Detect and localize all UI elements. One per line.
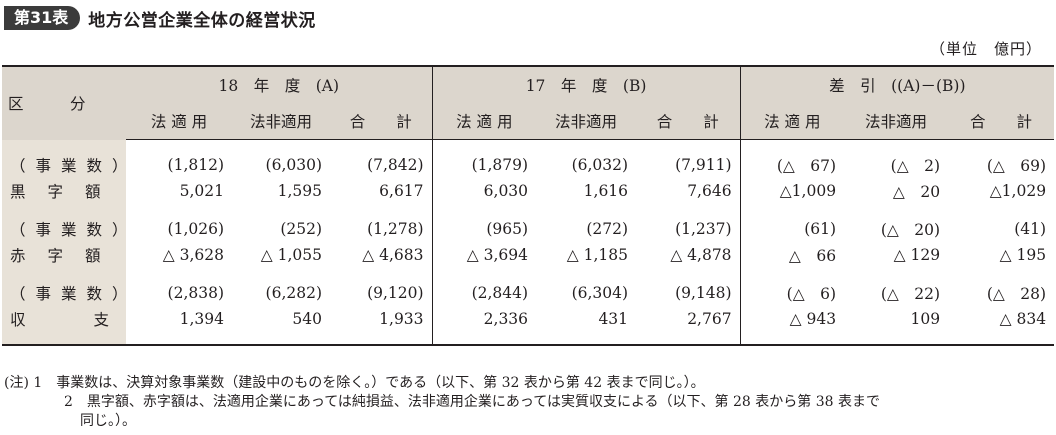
table-cell: △ 834 bbox=[999, 310, 1047, 328]
table-cell: (61) bbox=[739, 216, 845, 242]
row-label: 黒字額 bbox=[2, 178, 126, 204]
row-label: 赤字額 bbox=[2, 242, 126, 268]
table-cell: (6,304) bbox=[571, 284, 629, 302]
table-cell: (1,812) bbox=[167, 156, 224, 174]
subcol-header: 法 適 用 bbox=[126, 103, 232, 140]
table-row: 赤字額 △ 3,628 △ 1,055 △ 4,683 △ 3,694 △ 1,… bbox=[2, 242, 1054, 268]
table-cell: 1,933 bbox=[379, 310, 424, 328]
table-cell: △ 3,694 bbox=[431, 242, 537, 268]
row-header-cell: 区 分 bbox=[2, 65, 126, 140]
table-cell: 7,646 bbox=[687, 182, 732, 200]
row-label: （事業数） bbox=[2, 152, 128, 178]
row-label: （事業数） bbox=[2, 280, 128, 306]
table-cell: △ 3,628 bbox=[162, 246, 224, 264]
table-cell: (△ 22) bbox=[880, 285, 941, 303]
table-row: （事業数） (1,812) (6,030) (7,842) (1,879) (6… bbox=[2, 152, 1054, 178]
group-header-17: 17 年 度 (B) bbox=[431, 65, 741, 103]
table-cell: (6,030) bbox=[265, 156, 322, 174]
table-cell: (272) bbox=[586, 220, 629, 238]
table-cell: (9,148) bbox=[675, 284, 732, 302]
table-cell: 540 bbox=[292, 310, 322, 328]
table-cell: 1,394 bbox=[179, 310, 224, 328]
group-header-diff: 差 引 ((A)－(B)) bbox=[739, 65, 1055, 103]
table-cell: (2,844) bbox=[431, 280, 537, 306]
table-cell: 6,617 bbox=[379, 182, 424, 200]
table-cell: (△ 2) bbox=[890, 157, 941, 175]
table-cell: 1,616 bbox=[583, 182, 629, 200]
table-cell: (△ 6) bbox=[739, 280, 845, 306]
table-cell: (△ 20) bbox=[880, 221, 941, 239]
notes: (注) 1 事業数は、決算対象事業数（建設中のものを除く。）である（以下、第 3… bbox=[4, 374, 880, 431]
table-cell: (252) bbox=[280, 220, 322, 238]
unit-label: （単位 億円） bbox=[929, 40, 1042, 58]
table-cell: △ 66 bbox=[739, 242, 845, 268]
row-label: 収支 bbox=[2, 306, 126, 332]
table-title: 地方公営企業全体の経営状況 bbox=[88, 10, 316, 31]
table-number-badge: 第31表 bbox=[4, 6, 81, 30]
table-cell: 2,336 bbox=[431, 306, 537, 332]
subcol-header: 法非適用 bbox=[844, 103, 949, 140]
table-cell: △ 4,878 bbox=[670, 246, 732, 264]
table-cell: (965) bbox=[431, 216, 537, 242]
table-cell: (41) bbox=[1014, 220, 1047, 238]
table-cell: △ 195 bbox=[999, 246, 1047, 264]
table-cell: (9,120) bbox=[367, 284, 424, 302]
table-cell: (7,842) bbox=[367, 156, 424, 174]
table-row: 黒字額 5,021 1,595 6,617 6,030 1,616 7,646 … bbox=[2, 178, 1054, 204]
table-cell: △ 20 bbox=[892, 183, 941, 201]
table-cell: △ 943 bbox=[739, 306, 845, 332]
table-row: （事業数） (2,838) (6,282) (9,120) (2,844) (6… bbox=[2, 280, 1054, 306]
table-cell: △ 1,185 bbox=[566, 246, 629, 264]
table-cell: (△ 67) bbox=[739, 152, 845, 178]
table-cell: (1,237) bbox=[675, 220, 732, 238]
table-header: 第31表 地方公営企業全体の経営状況 bbox=[4, 5, 316, 31]
note-2: 2 黒字額、赤字額は、法適用企業にあっては純損益、法非適用企業にあっては実質収支… bbox=[64, 394, 880, 410]
table-cell: (1,879) bbox=[431, 152, 537, 178]
table-cell: (△ 28) bbox=[986, 285, 1047, 303]
table-cell: 6,030 bbox=[431, 178, 537, 204]
subcol-header: 法 適 用 bbox=[431, 103, 537, 140]
table-cell: △ 4,683 bbox=[362, 246, 424, 264]
table-cell: (7,911) bbox=[675, 156, 732, 174]
table-cell: △1,009 bbox=[739, 178, 845, 204]
table-cell: 5,021 bbox=[179, 182, 224, 200]
subcol-header: 法非適用 bbox=[232, 103, 330, 140]
table-row: （事業数） (1,026) (252) (1,278) (965) (272) … bbox=[2, 216, 1054, 242]
table-cell: 1,595 bbox=[277, 182, 322, 200]
subcol-header: 合 計 bbox=[330, 103, 433, 140]
table-cell: 2,767 bbox=[687, 310, 732, 328]
note-1: (注) 1 事業数は、決算対象事業数（建設中のものを除く。）である（以下、第 3… bbox=[4, 375, 705, 391]
table-cell: △1,029 bbox=[989, 182, 1047, 200]
row-header-label: 区 分 bbox=[8, 95, 86, 114]
table-cell: (2,838) bbox=[167, 284, 224, 302]
table-cell: △ 1,055 bbox=[260, 246, 322, 264]
subcol-header: 合 計 bbox=[636, 103, 741, 140]
subcol-header: 法 適 用 bbox=[739, 103, 845, 140]
group-header-18: 18 年 度 (A) bbox=[126, 65, 433, 103]
table-cell: (△ 69) bbox=[986, 157, 1047, 175]
financial-table: 区 分 18 年 度 (A) 17 年 度 (B) 差 引 ((A)－(B)) … bbox=[2, 65, 1055, 346]
table-cell: (1,278) bbox=[367, 220, 424, 238]
row-label: （事業数） bbox=[2, 216, 128, 242]
note-2-continued: 同じ。）。 bbox=[80, 413, 136, 429]
table-cell: (6,032) bbox=[571, 156, 629, 174]
table-cell: 109 bbox=[910, 310, 941, 328]
table-cell: △ 129 bbox=[893, 246, 941, 264]
subcol-header: 合 計 bbox=[948, 103, 1055, 140]
table-cell: (6,282) bbox=[265, 284, 322, 302]
subcol-header: 法非適用 bbox=[536, 103, 637, 140]
table-cell: 431 bbox=[598, 310, 629, 328]
table-row: 収支 1,394 540 1,933 2,336 431 2,767 △ 943… bbox=[2, 306, 1054, 332]
table-cell: (1,026) bbox=[167, 220, 224, 238]
